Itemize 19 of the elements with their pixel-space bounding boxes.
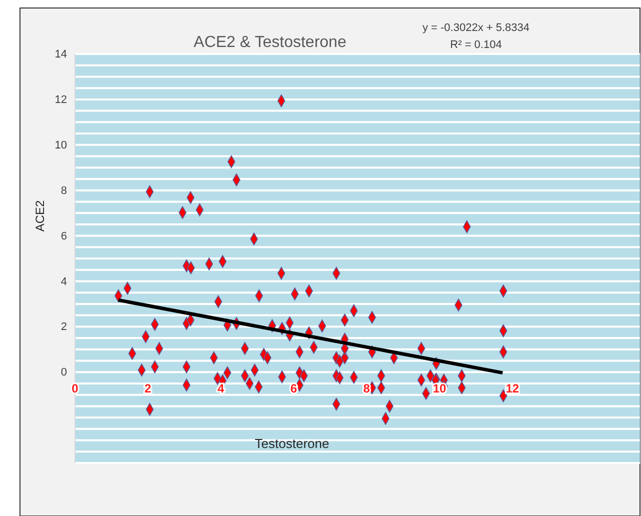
x-tick-label: 4 xyxy=(217,382,224,396)
y-tick-label: 12 xyxy=(54,94,67,106)
y-tick-label: 6 xyxy=(60,230,67,242)
y-tick-label: 0 xyxy=(60,366,67,379)
x-tick-label: 2 xyxy=(144,382,152,396)
text: R² = 0.104 xyxy=(450,39,502,51)
x-tick-label: 0 xyxy=(72,382,79,396)
x-axis-title: Testosterone xyxy=(254,436,330,451)
y-tick-label: 4 xyxy=(60,276,67,288)
text: y = -0.3022x + 5.8334 xyxy=(422,22,530,34)
x-tick-label: 8 xyxy=(363,382,370,396)
y-tick-label: 2 xyxy=(60,321,67,334)
y-axis-title: ACE2 xyxy=(33,200,47,232)
chart-title: ACE2 & Testosterone xyxy=(194,34,346,51)
x-tick-label: 6 xyxy=(290,382,298,396)
y-tick-label: 10 xyxy=(54,139,67,152)
y-tick-label: 8 xyxy=(60,184,67,197)
x-tick-label: 12 xyxy=(506,382,520,396)
y-tick-label: 14 xyxy=(54,48,67,61)
